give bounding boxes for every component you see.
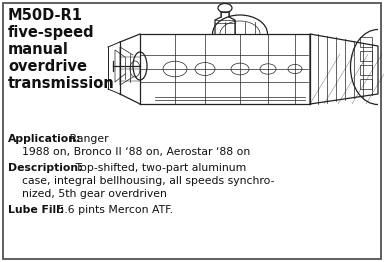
- Text: Top-shifted, two-part aluminum: Top-shifted, two-part aluminum: [72, 163, 246, 173]
- Text: Application:: Application:: [8, 134, 81, 144]
- Bar: [360, 79, 372, 89]
- Bar: [360, 65, 372, 75]
- Text: Description:: Description:: [8, 163, 83, 173]
- FancyBboxPatch shape: [3, 3, 381, 259]
- Text: overdrive: overdrive: [8, 59, 87, 74]
- Bar: [360, 51, 372, 61]
- Text: manual: manual: [8, 42, 69, 57]
- Text: Lube Fill:: Lube Fill:: [8, 205, 64, 215]
- Text: Ranger: Ranger: [66, 134, 109, 144]
- Text: M50D-R1: M50D-R1: [8, 8, 83, 23]
- Text: 1988 on, Bronco II ‘88 on, Aerostar ‘88 on: 1988 on, Bronco II ‘88 on, Aerostar ‘88 …: [8, 147, 250, 157]
- Bar: [360, 37, 372, 47]
- Text: nized, 5th gear overdriven: nized, 5th gear overdriven: [8, 189, 167, 199]
- Text: 5.6 pints Mercon ATF.: 5.6 pints Mercon ATF.: [54, 205, 173, 215]
- Text: five-speed: five-speed: [8, 25, 94, 40]
- Text: case, integral bellhousing, all speeds synchro-: case, integral bellhousing, all speeds s…: [8, 176, 275, 186]
- Text: transmission: transmission: [8, 76, 115, 91]
